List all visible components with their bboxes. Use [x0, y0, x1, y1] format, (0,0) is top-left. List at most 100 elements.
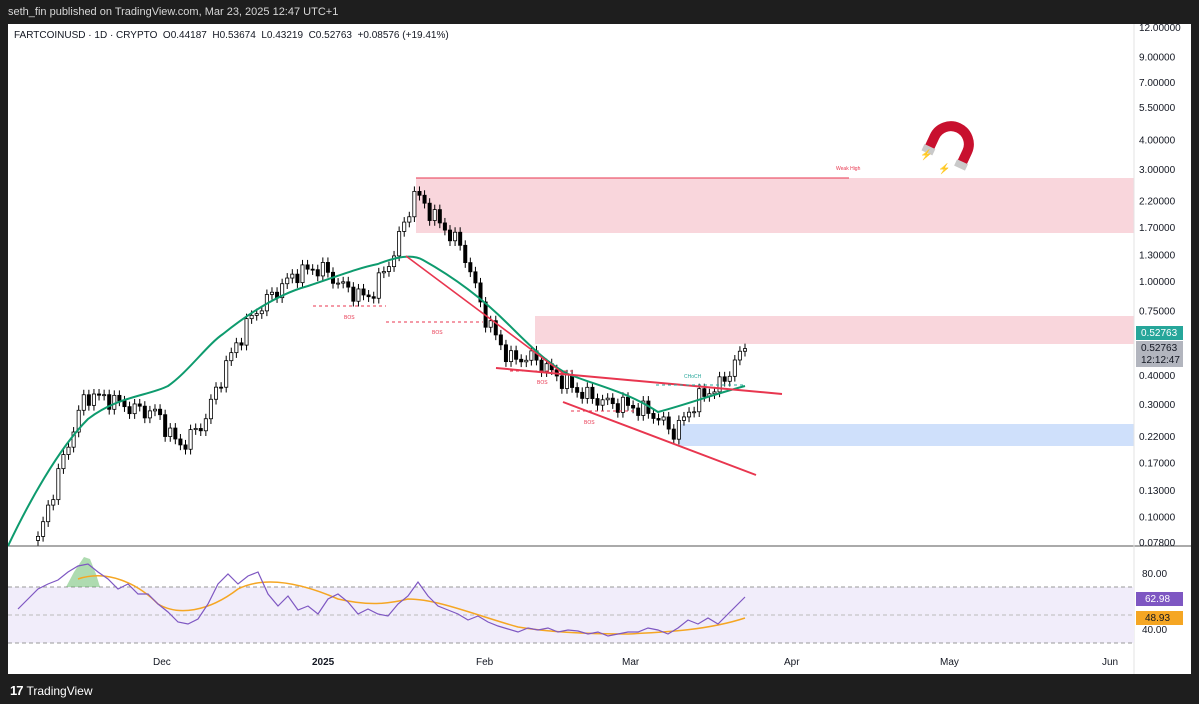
price-label: 1.00000	[1139, 277, 1176, 288]
candle-body	[81, 394, 86, 411]
candle-body	[35, 535, 40, 541]
rsi-value: 62.98	[1145, 594, 1170, 605]
price-label: 5.50000	[1139, 103, 1176, 114]
candle-body	[737, 350, 742, 361]
candle-body	[219, 386, 224, 389]
candle-body	[600, 399, 605, 406]
svg-text:⚡: ⚡	[920, 148, 932, 161]
candle-body	[61, 454, 66, 470]
price-label: 1.70000	[1139, 223, 1176, 234]
candle-body	[671, 428, 676, 440]
candle-body	[676, 419, 681, 440]
countdown-value: 12:12:47	[1141, 355, 1180, 366]
candle-body	[687, 411, 692, 418]
candle-body	[300, 264, 305, 284]
supply-zone-upper	[416, 178, 1134, 233]
candle-body	[631, 405, 636, 409]
candle-body	[224, 360, 229, 388]
candle-body	[564, 374, 569, 389]
candle-body	[488, 320, 493, 328]
candle-body	[732, 359, 737, 377]
candle-body	[259, 310, 264, 315]
last-price-value: 0.52763	[1141, 328, 1178, 339]
time-label-2025: 2025	[312, 657, 335, 668]
candle-body	[727, 375, 732, 382]
candle-body	[717, 376, 722, 393]
candle-body	[188, 429, 193, 450]
supply-zone-lower	[535, 316, 1134, 344]
candle-body	[310, 268, 315, 271]
tradingview-logo[interactable]: 17 TradingView	[10, 683, 93, 698]
price-label: 4.00000	[1139, 135, 1176, 146]
price-label: 7.00000	[1139, 78, 1176, 89]
candle-body	[269, 291, 274, 295]
rsi-overbought-fill	[66, 557, 100, 587]
candle-body	[386, 266, 391, 272]
candle-body	[458, 231, 463, 246]
candle-body	[702, 388, 707, 397]
candle-body	[524, 359, 529, 363]
countdown-tag	[1136, 341, 1183, 367]
candle-body	[107, 394, 112, 410]
candle-body	[366, 294, 371, 298]
price-label: 0.30000	[1139, 400, 1176, 411]
price-label: 0.75000	[1139, 307, 1176, 318]
candle-body	[626, 396, 631, 406]
choch-label: CHoCH	[684, 374, 702, 380]
trendline-upper	[495, 367, 783, 395]
candle-body	[529, 350, 534, 361]
time-label-jun: Jun	[1102, 657, 1118, 668]
candle-body	[620, 396, 625, 413]
candle-body	[407, 216, 412, 223]
candle-body	[585, 386, 590, 399]
candle-body	[468, 262, 473, 273]
candle-body	[498, 334, 503, 346]
bos-label-2: BOS	[432, 330, 443, 336]
price-chart[interactable]: Weak High BOS BOS BOS BOS CHoCH	[7, 23, 1191, 674]
price-label: 3.00000	[1139, 165, 1176, 176]
candle-body	[325, 262, 330, 273]
candle-body	[641, 400, 646, 416]
candle-body	[280, 283, 285, 299]
bos-label-1: BOS	[344, 315, 355, 321]
candle-body	[681, 416, 686, 421]
candle-body	[86, 394, 91, 406]
candle-body	[432, 209, 437, 221]
candle-body	[397, 231, 402, 257]
candle-body	[743, 348, 748, 352]
rsi-value-tag	[1136, 592, 1183, 606]
rsi-label-40: 40.00	[1142, 625, 1167, 636]
bos-label-3: BOS	[537, 380, 548, 386]
svg-text:⚡: ⚡	[938, 162, 950, 175]
candle-body	[351, 286, 356, 302]
candle-body	[97, 393, 102, 396]
price-label: 1.30000	[1139, 250, 1176, 261]
price-label: 12.00000	[1139, 24, 1181, 34]
candle-body	[71, 431, 76, 448]
candle-body	[580, 391, 585, 399]
candle-body	[198, 428, 203, 432]
demand-zone	[679, 424, 1134, 446]
candle-body	[402, 221, 407, 232]
chart-area[interactable]: Weak High BOS BOS BOS BOS CHoCH	[7, 23, 1191, 674]
publish-header: seth_fin published on TradingView.com, M…	[0, 0, 1199, 24]
candle-body	[559, 375, 564, 389]
price-label: 0.07800	[1139, 538, 1176, 549]
tradingview-brand: TradingView	[26, 683, 93, 698]
candles-group	[35, 186, 748, 546]
candle-body	[91, 393, 96, 406]
candle-body	[239, 342, 244, 346]
price-label: 0.10000	[1139, 513, 1176, 524]
candle-body	[56, 468, 61, 501]
candle-body	[203, 418, 208, 432]
candle-body	[376, 272, 381, 299]
candle-body	[661, 416, 666, 421]
candle-body	[102, 394, 107, 397]
candle-body	[356, 288, 361, 302]
candle-body	[137, 403, 142, 407]
price-label: 0.22000	[1139, 432, 1176, 443]
descent-line	[405, 255, 565, 375]
candle-body	[636, 407, 641, 416]
candle-body	[244, 318, 249, 346]
candle-body	[503, 344, 508, 363]
